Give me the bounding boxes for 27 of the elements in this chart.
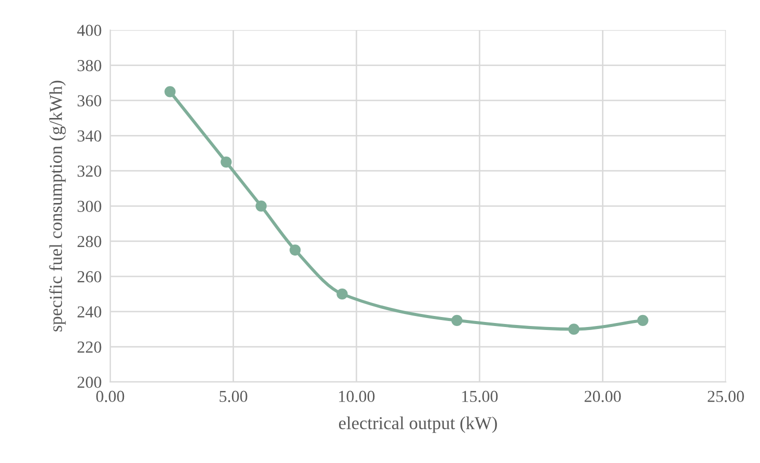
y-tick-label: 280	[78, 236, 102, 248]
x-tick-label: 15.00	[462, 390, 498, 402]
x-tick-label: 20.00	[584, 390, 621, 402]
y-tick-label: 340	[78, 130, 102, 142]
y-tick-label: 240	[78, 306, 102, 318]
y-tick-label: 220	[78, 341, 102, 353]
y-tick-label: 260	[78, 271, 102, 282]
point	[220, 156, 232, 168]
point	[568, 324, 580, 335]
point	[637, 314, 648, 326]
y-tick-label: 360	[78, 95, 102, 106]
y-axis-title: specific fuel consumption (g/kWh)	[49, 80, 66, 332]
x-tick-label: 5.00	[220, 390, 248, 402]
x-axis-title: electrical output (kW)	[338, 416, 497, 433]
x-tick-label: 25.00	[708, 390, 744, 402]
y-tick-label: 380	[78, 60, 102, 72]
y-tick-label: 200	[78, 376, 102, 388]
y-tick-label: 320	[78, 166, 102, 177]
point	[290, 244, 301, 256]
y-tick-label: 300	[78, 200, 102, 212]
x-tick-label: 10.00	[339, 390, 375, 402]
x-tick-label: 0.00	[96, 390, 124, 402]
point	[256, 200, 267, 212]
point	[164, 86, 176, 98]
point	[451, 314, 462, 326]
point	[336, 288, 348, 300]
y-tick-label: 400	[77, 24, 102, 36]
